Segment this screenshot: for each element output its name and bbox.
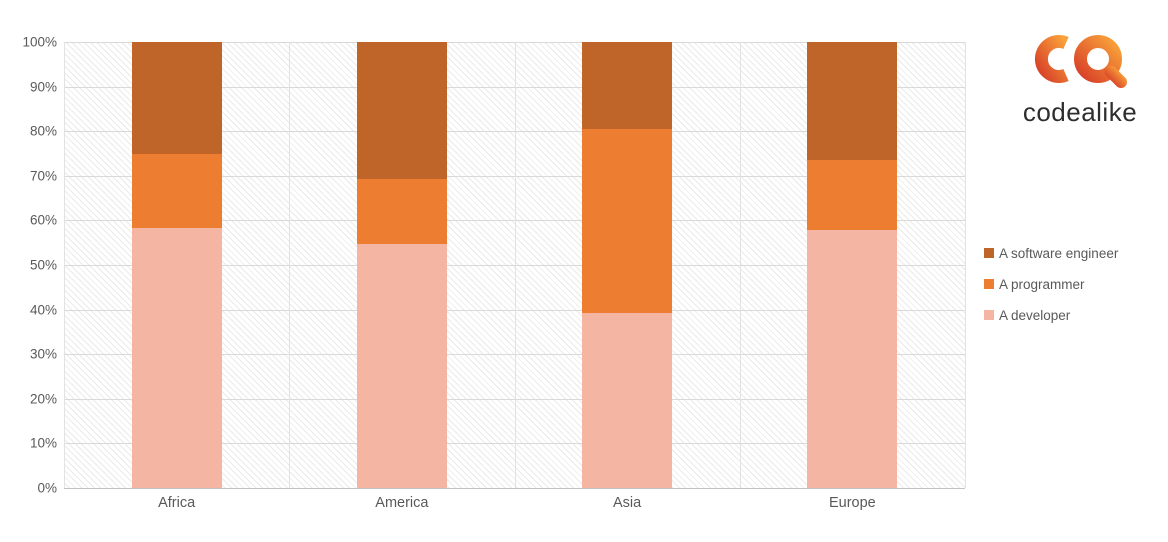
legend-swatch-square-icon	[984, 248, 994, 258]
legend-label: A developer	[999, 307, 1071, 323]
legend-item-programmer: A programmer	[984, 275, 1118, 293]
legend-swatch-square-icon	[984, 279, 994, 289]
segment-a-developer	[356, 244, 447, 488]
gridline-vertical	[739, 42, 741, 488]
segment-a-developer	[131, 227, 222, 488]
x-category-label: America	[375, 495, 429, 511]
y-tick-label: 100%	[22, 34, 57, 50]
codealike-ca-icon	[1034, 35, 1127, 88]
y-tick-label: 90%	[29, 79, 57, 95]
legend-item-developer: A developer	[984, 306, 1118, 324]
gridline-horizontal	[64, 488, 965, 489]
segment-a-programmer	[582, 129, 673, 313]
y-axis: 100% 90% 80% 70% 60% 50% 40% 30% 20% 10% 0%	[0, 35, 57, 496]
legend: A software engineer A programmer A devel…	[984, 244, 1118, 337]
y-tick-label: 40%	[29, 302, 57, 318]
segment-a-software-engineer	[582, 42, 673, 130]
legend-swatch-square-icon	[984, 310, 994, 320]
legend-label: A programmer	[999, 276, 1085, 292]
x-category-label: Africa	[158, 495, 196, 511]
y-tick-label: 50%	[29, 257, 57, 273]
legend-item-software-engineer: A software engineer	[984, 244, 1118, 262]
y-tick-label: 0%	[37, 480, 57, 496]
gridline-vertical	[289, 42, 291, 488]
x-category-label: Asia	[613, 495, 642, 511]
gridline-vertical	[965, 42, 966, 488]
x-axis: Africa America Asia Europe	[64, 495, 965, 517]
legend-label: A software engineer	[999, 245, 1119, 261]
logo-text: codealike	[1022, 97, 1138, 127]
bar-america	[356, 42, 447, 488]
segment-a-software-engineer	[807, 42, 898, 160]
y-tick-label: 20%	[29, 391, 57, 407]
y-tick-label: 80%	[29, 123, 57, 139]
y-tick-label: 70%	[29, 168, 57, 184]
y-tick-label: 60%	[29, 212, 57, 228]
segment-a-programmer	[131, 153, 222, 228]
y-tick-label: 30%	[29, 346, 57, 362]
x-category-label: Europe	[828, 495, 876, 511]
segment-a-programmer	[807, 159, 898, 231]
gridline-vertical	[514, 42, 516, 488]
y-tick-label: 10%	[29, 435, 57, 451]
segment-a-programmer	[356, 179, 447, 245]
codealike-logo: codealike	[1016, 30, 1144, 128]
bar-asia	[582, 42, 673, 488]
segment-a-developer	[582, 312, 673, 488]
segment-a-developer	[807, 230, 898, 488]
bar-africa	[131, 42, 222, 488]
segment-a-software-engineer	[356, 42, 447, 180]
bar-europe	[807, 42, 898, 488]
gridline-vertical	[64, 42, 65, 488]
plot-area	[64, 42, 966, 489]
segment-a-software-engineer	[131, 42, 222, 154]
